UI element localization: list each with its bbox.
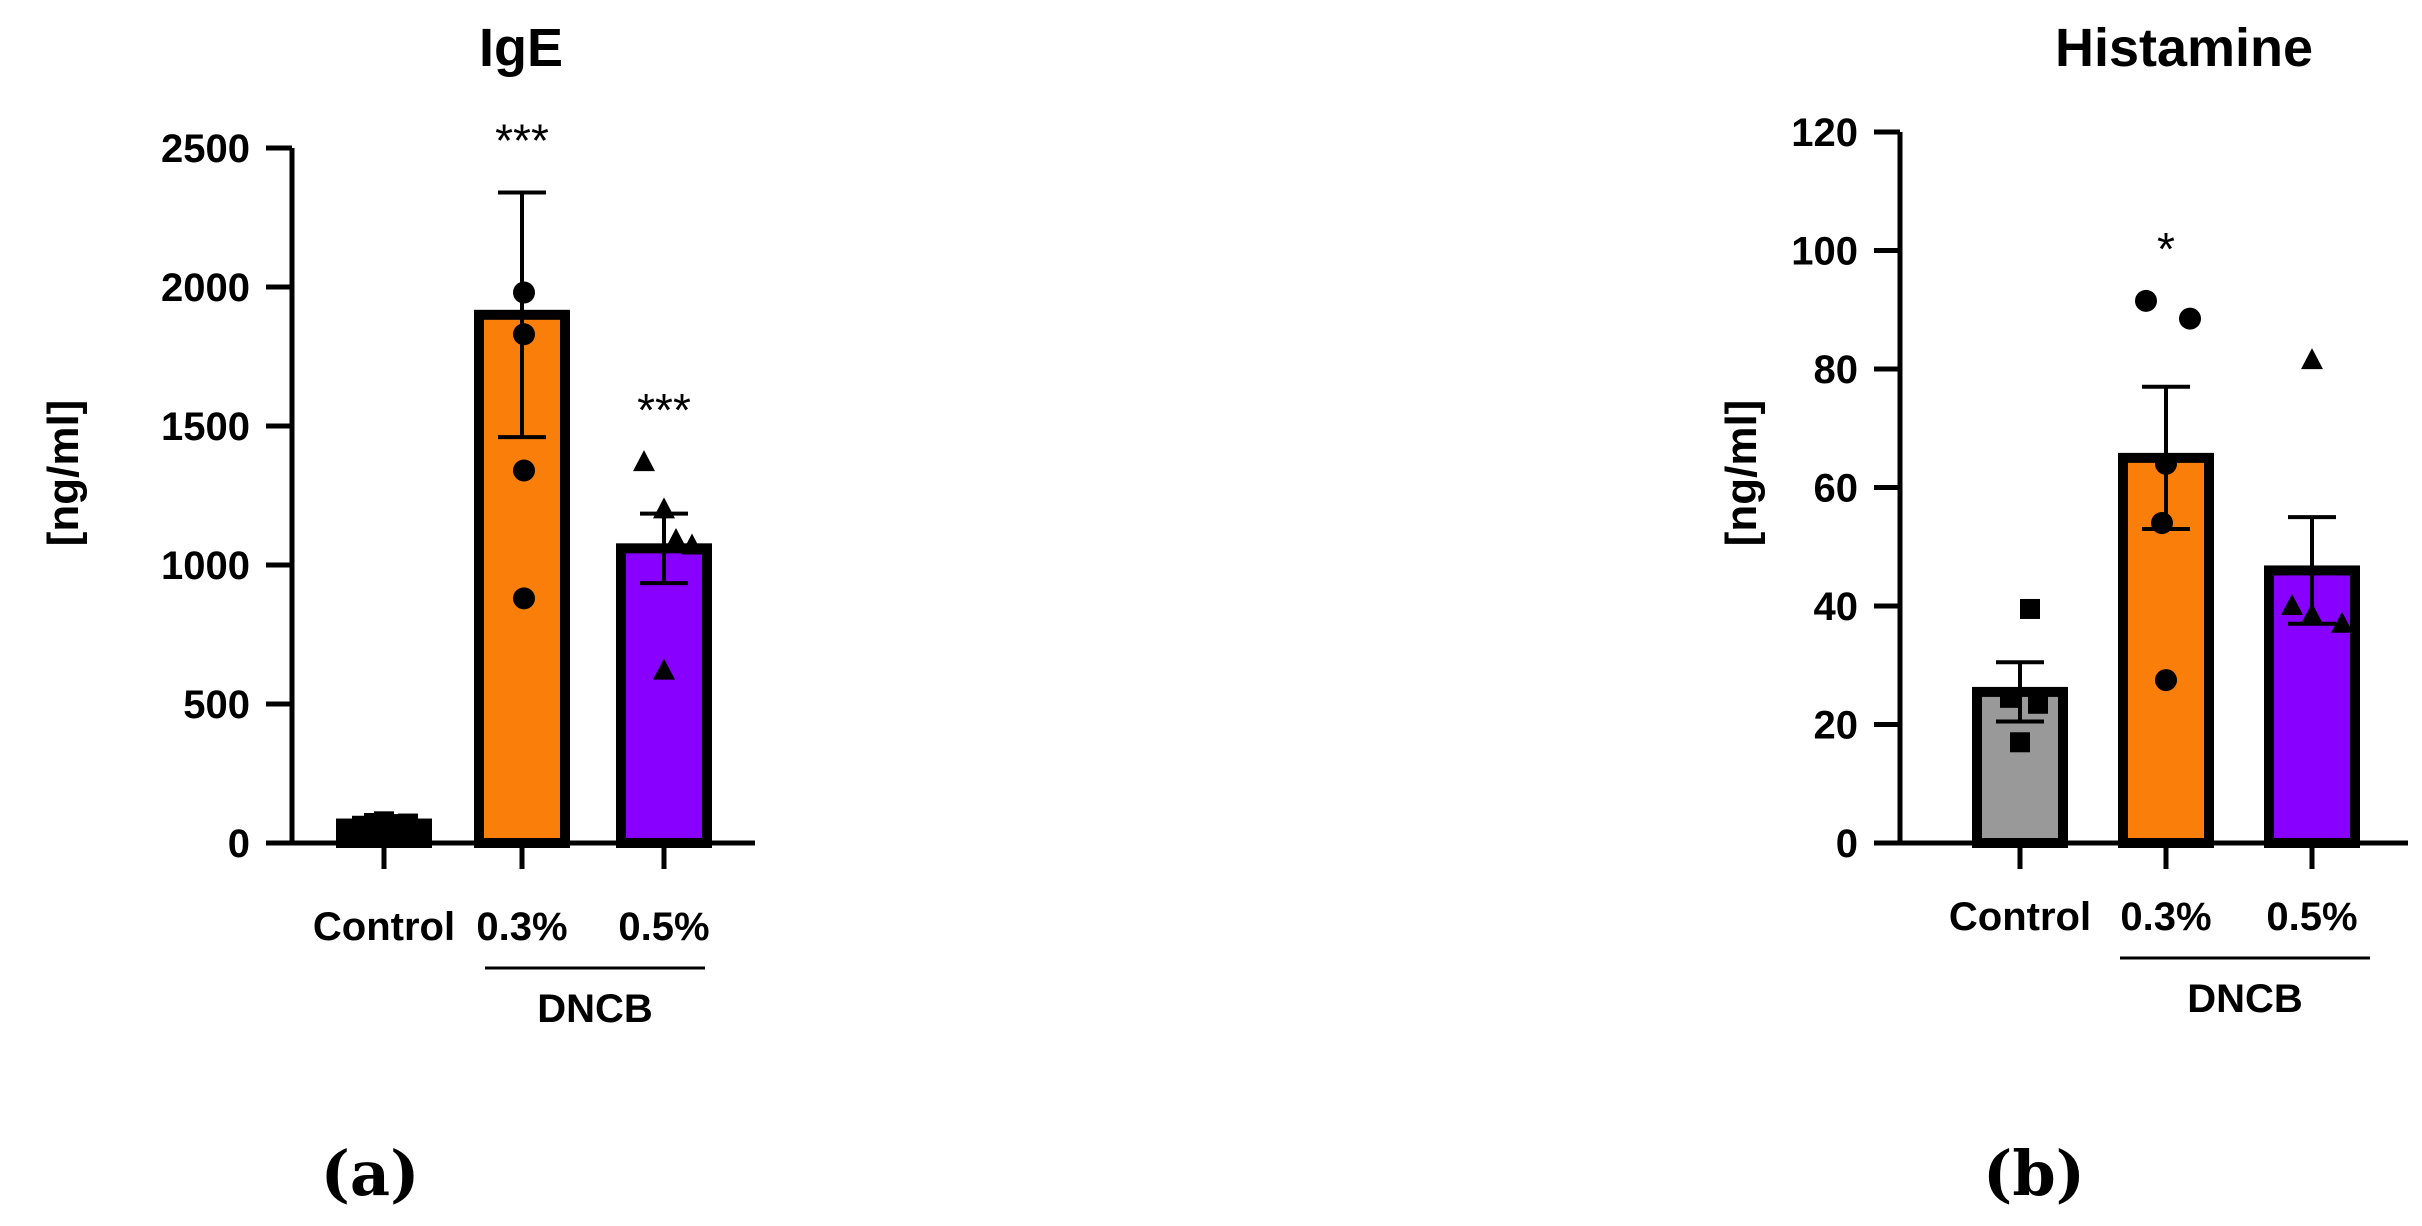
y-tick-label: 120 [1791, 111, 1858, 155]
data-point [398, 813, 418, 834]
panel-label: (a) [321, 1137, 420, 1210]
y-tick-label: 40 [1814, 585, 1859, 629]
bar-0-3- [474, 309, 570, 848]
panel-histamine-chart: Histamine [ng/ml] 0 20 40 60 80 100 120 * Contr… [1717, 18, 2408, 1210]
y-tick-label: 2000 [161, 266, 250, 310]
data-point [2301, 348, 2323, 370]
data-point [653, 658, 675, 680]
x-tick-label: 0.5% [618, 905, 709, 949]
group-label: DNCB [537, 987, 653, 1031]
y-tick-label: 100 [1791, 230, 1858, 274]
group-label: DNCB [2187, 977, 2303, 1021]
data-point [2331, 611, 2353, 633]
panel-label: (b) [1983, 1137, 2085, 1210]
chart-title: Histamine [2055, 18, 2313, 78]
y-tick-label: 2500 [161, 127, 250, 171]
y-axis-label: [ng/ml] [1717, 400, 1766, 547]
x-tick-label: 0.5% [2266, 895, 2357, 939]
data-point [2179, 307, 2201, 330]
y-tick-label: 1500 [161, 405, 250, 449]
data-point [681, 533, 703, 555]
data-point [2155, 452, 2177, 475]
data-point [513, 587, 535, 610]
data-point [2028, 693, 2048, 714]
y-tick-label: 60 [1814, 467, 1859, 511]
x-tick-label: Control [313, 905, 455, 949]
data-point [2010, 732, 2030, 753]
y-tick-label: 0 [1836, 822, 1858, 866]
bar-control [1972, 686, 2068, 848]
y-tick-label: 80 [1814, 348, 1859, 392]
panel-ige-chart: IgE [ng/ml] 0 500 1000 1500 2000 2500 *** *** C… [39, 18, 755, 1210]
data-point [2020, 598, 2040, 619]
data-point [2155, 669, 2177, 692]
data-point [665, 527, 687, 549]
x-tick-label: 0.3% [2120, 895, 2211, 939]
data-point [2151, 512, 2173, 535]
chart-title: IgE [479, 18, 563, 78]
data-point [513, 323, 535, 346]
x-tick-label: Control [1949, 895, 2091, 939]
data-point [2135, 289, 2157, 312]
data-point [513, 281, 535, 304]
data-point [513, 459, 535, 482]
y-tick-label: 1000 [161, 544, 250, 588]
x-tick-label: 0.3% [476, 905, 567, 949]
bar-0-5- [616, 543, 712, 848]
y-tick-label: 0 [228, 822, 250, 866]
y-tick-label: 20 [1814, 704, 1859, 748]
data-point [2301, 602, 2323, 624]
data-point [653, 497, 675, 519]
significance-marker: *** [495, 114, 549, 166]
data-point [633, 450, 655, 472]
significance-marker: *** [637, 384, 691, 436]
y-tick-label: 500 [183, 683, 250, 727]
significance-marker: * [2157, 223, 2175, 275]
data-point [2000, 687, 2020, 708]
y-axis-label: [ng/ml] [39, 400, 88, 547]
data-point [2281, 594, 2303, 615]
